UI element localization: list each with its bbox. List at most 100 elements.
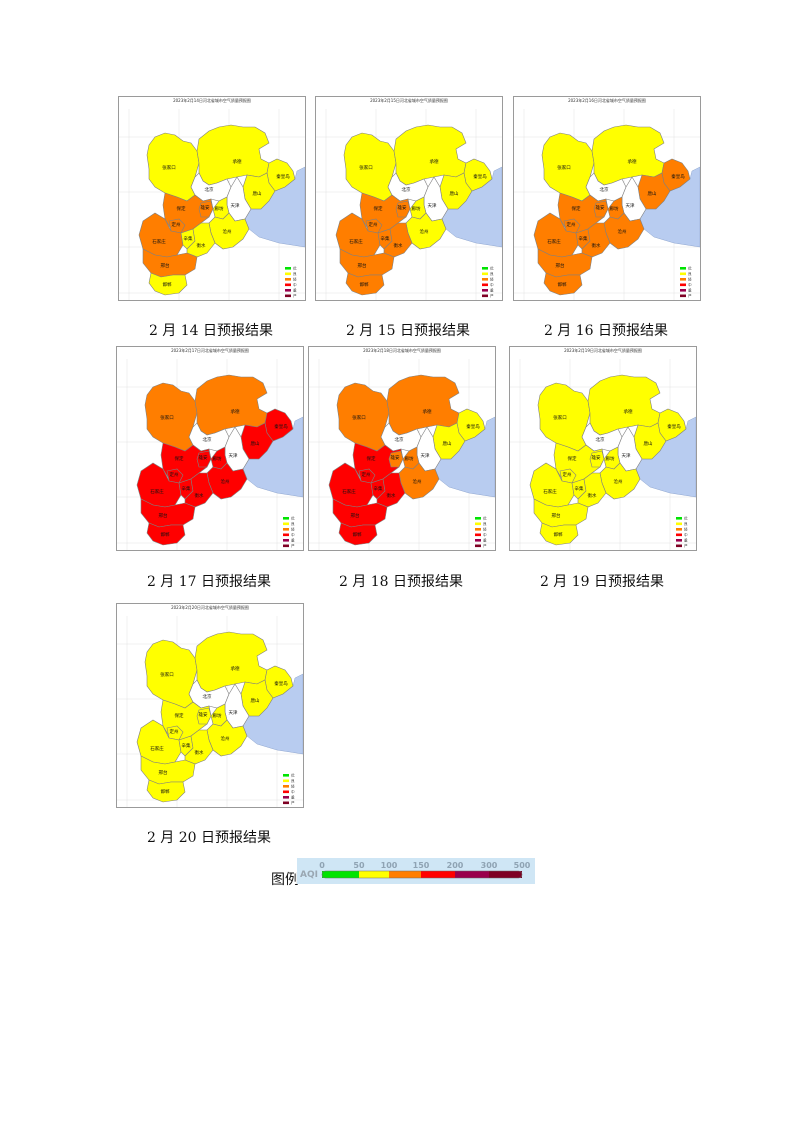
region-label-handan: 邯郸 <box>161 531 170 538</box>
map-key-label: 优 <box>291 516 295 521</box>
aqi-tick: 200 <box>447 861 464 870</box>
region-label-hengshui: 衡水 <box>394 242 403 249</box>
region-handan <box>148 272 188 296</box>
map-key-label: 中 <box>684 532 688 537</box>
aqi-tick: 0 <box>319 861 325 870</box>
map-key-swatch <box>285 289 291 292</box>
map-key-swatch <box>482 294 488 298</box>
region-label-shijiazhuang: 石家庄 <box>543 488 557 495</box>
region-label-cangzhou: 沧州 <box>618 228 627 235</box>
region-label-langfang: 廊坊 <box>215 205 224 212</box>
region-label-beijing: 北京 <box>600 186 609 193</box>
region-label-baoding: 保定 <box>175 455 184 462</box>
region-shijiazhuang <box>136 462 182 508</box>
region-chengde <box>194 374 268 436</box>
region-label-cangzhou: 沧州 <box>614 478 623 485</box>
region-label-beijing: 北京 <box>203 436 212 443</box>
region-label-tianjin: 天津 <box>428 202 437 209</box>
region-label-handan: 邯郸 <box>558 281 567 288</box>
map-key-label: 严 <box>688 294 692 298</box>
region-xiongan <box>196 707 212 725</box>
map-key-swatch <box>283 785 289 788</box>
map-key-label: 严 <box>293 294 297 298</box>
map-key-label: 轻 <box>483 527 487 532</box>
map-frame: 2023年2月17日河北省城市空气质量预报图 张家口 承德 秦皇岛 唐山 北京 天津 廊坊 保… <box>116 346 304 551</box>
region-beijing <box>188 679 230 709</box>
region-xiongan <box>589 450 605 468</box>
aqi-tick: 500 <box>514 861 531 870</box>
region-label-xingtai: 邢台 <box>159 769 168 776</box>
map-key-label: 重 <box>291 795 295 800</box>
map-key-label: 重 <box>684 538 688 543</box>
map-key-swatch <box>482 267 488 270</box>
region-handan <box>345 272 385 296</box>
region-hengshui <box>184 729 214 765</box>
region-label-qinhuangdao: 秦皇岛 <box>274 680 288 687</box>
region-hengshui <box>581 222 611 258</box>
region-dingzhou <box>563 218 581 234</box>
map-key-label: 中 <box>483 532 487 537</box>
map-caption: 2 月 18 日预报结果 <box>338 574 464 590</box>
region-label-zhangjiakou: 张家口 <box>359 164 373 171</box>
region-handan <box>338 522 378 546</box>
map-key-swatch <box>475 544 481 548</box>
region-hengshui <box>376 472 406 508</box>
map-key-swatch <box>283 774 289 777</box>
region-label-dingzhou: 定州 <box>567 221 576 228</box>
region-label-baoding: 保定 <box>572 205 581 212</box>
region-label-cangzhou: 沧州 <box>221 478 230 485</box>
region-label-qinhuangdao: 秦皇岛 <box>667 423 681 430</box>
region-label-zhangjiakou: 张家口 <box>160 414 174 421</box>
region-label-hengshui: 衡水 <box>592 242 601 249</box>
region-beijing <box>380 422 422 452</box>
region-label-xinji: 辛集 <box>374 485 383 492</box>
region-dingzhou <box>358 468 376 484</box>
region-label-cangzhou: 沧州 <box>223 228 232 235</box>
map-key-swatch <box>283 533 289 537</box>
map-key-label: 中 <box>291 789 295 794</box>
map-key-label: 严 <box>490 294 494 298</box>
region-dingzhou <box>168 218 186 234</box>
aqi-segment <box>359 871 389 878</box>
region-label-langfang: 廊坊 <box>213 455 222 462</box>
map-frame: 2023年2月15日河北省城市空气质量预报图 张家口 承德 秦皇岛 唐山 北京 天津 廊坊 保… <box>315 96 503 301</box>
map-caption: 2 月 16 日预报结果 <box>543 323 669 339</box>
map-key-swatch <box>680 283 686 287</box>
map-frame: 2023年2月20日河北省城市空气质量预报图 张家口 承德 秦皇岛 唐山 北京 天津 廊坊 保… <box>116 603 304 808</box>
map-key-swatch <box>285 278 291 281</box>
region-beijing <box>581 422 623 452</box>
map-key-swatch <box>676 528 682 531</box>
map-key-swatch <box>283 790 289 794</box>
region-label-xinji: 辛集 <box>182 485 191 492</box>
map-key-swatch <box>680 272 686 276</box>
map-key-label: 轻 <box>291 784 295 789</box>
region-label-beijing: 北京 <box>596 436 605 443</box>
region-label-tianjin: 天津 <box>622 452 631 459</box>
region-label-shijiazhuang: 石家庄 <box>150 745 164 752</box>
map-key-swatch <box>482 278 488 281</box>
region-label-qinhuangdao: 秦皇岛 <box>276 173 290 180</box>
map-key-label: 优 <box>684 516 688 521</box>
map-title: 2023年2月14日河北省城市空气质量预报图 <box>173 98 251 103</box>
region-label-dingzhou: 定州 <box>563 471 572 478</box>
region-label-tangshan: 唐山 <box>644 440 653 447</box>
region-label-chengde: 承德 <box>231 665 240 672</box>
map-key-swatch <box>283 539 289 542</box>
region-label-xiongan: 雄安 <box>596 204 605 211</box>
map-title: 2023年2月19日河北省城市空气质量预报图 <box>564 348 642 353</box>
map-key-label: 中 <box>293 282 297 287</box>
map-key-swatch <box>283 528 289 531</box>
map-key-swatch <box>482 283 488 287</box>
map-key-label: 重 <box>293 288 297 293</box>
region-xiongan <box>395 200 411 218</box>
region-label-beijing: 北京 <box>395 436 404 443</box>
region-label-xingtai: 邢台 <box>159 512 168 519</box>
aqi-legend: AQI 0 50 100 150 200 300 500 <box>297 858 535 884</box>
map-title: 2023年2月20日河北省城市空气质量预报图 <box>171 605 249 610</box>
map-key-label: 严 <box>291 801 295 805</box>
region-label-qinhuangdao: 秦皇岛 <box>671 173 685 180</box>
region-label-xingtai: 邢台 <box>552 512 561 519</box>
